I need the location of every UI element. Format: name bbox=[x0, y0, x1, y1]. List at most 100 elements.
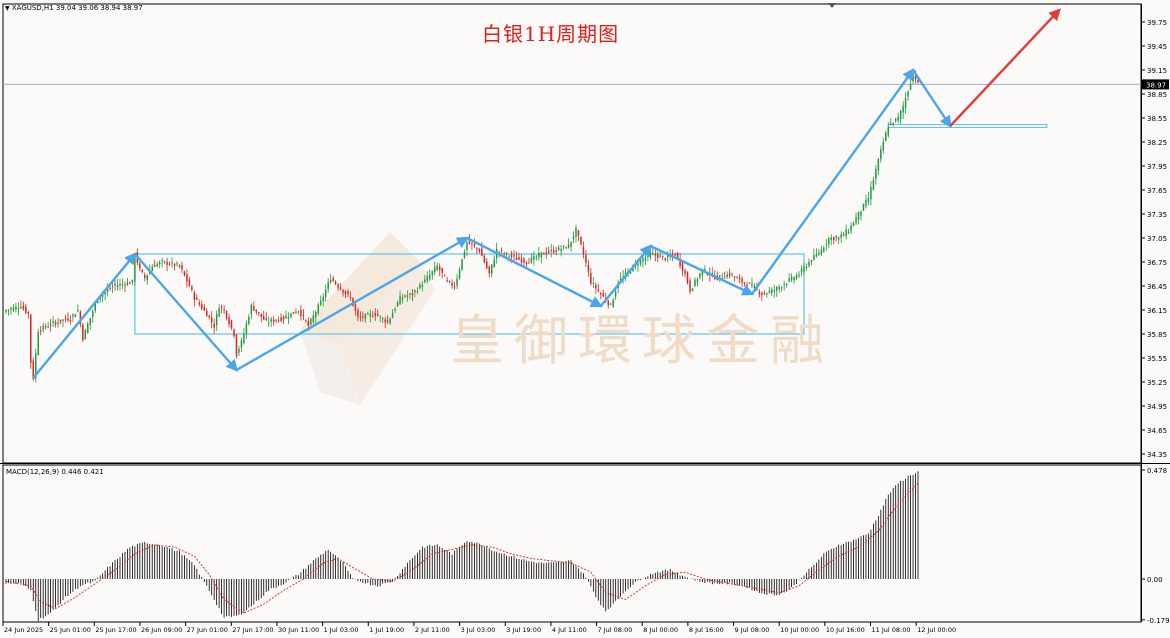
candle-body bbox=[614, 291, 617, 297]
time-tick-label: 12 Jul 00:00 bbox=[917, 626, 956, 634]
candle-body bbox=[96, 300, 99, 304]
candle-body bbox=[860, 211, 862, 216]
candle-body bbox=[518, 257, 520, 260]
candle-body bbox=[329, 280, 332, 283]
candle-body bbox=[783, 284, 785, 286]
candle-body bbox=[198, 302, 201, 305]
candle-body bbox=[248, 316, 250, 325]
candle-body bbox=[275, 319, 277, 321]
candle-body bbox=[805, 266, 808, 269]
candle-body bbox=[106, 289, 109, 293]
candle-body bbox=[600, 292, 602, 295]
time-tick-label: 30 Jun 11:00 bbox=[278, 626, 319, 634]
wave-segment-arrow bbox=[599, 244, 652, 307]
wave-segment-arrow bbox=[235, 236, 470, 372]
candle-body bbox=[862, 203, 865, 211]
candle-body bbox=[302, 314, 305, 316]
candle-body bbox=[872, 179, 875, 190]
candle-body bbox=[411, 293, 414, 296]
candle-body bbox=[374, 313, 377, 316]
candle-body bbox=[238, 348, 240, 353]
candle-body bbox=[684, 270, 686, 274]
candle-body bbox=[889, 123, 892, 125]
candle-body bbox=[111, 286, 114, 288]
candle-body bbox=[768, 290, 771, 293]
candle-body bbox=[676, 252, 679, 259]
candle-body bbox=[538, 252, 540, 257]
candle-body bbox=[344, 290, 347, 295]
candle-body bbox=[213, 323, 215, 328]
candle-body bbox=[694, 279, 696, 286]
candle-body bbox=[639, 259, 642, 264]
candle-body bbox=[545, 252, 548, 255]
candle-body bbox=[300, 309, 302, 317]
candle-body bbox=[396, 302, 399, 307]
price-tick-label: 36.45 bbox=[1147, 283, 1167, 291]
macd-pane-border bbox=[2, 464, 1142, 623]
candle-body bbox=[609, 303, 612, 305]
candle-body bbox=[369, 313, 372, 317]
candle-body bbox=[840, 234, 842, 238]
candle-body bbox=[332, 278, 334, 281]
candle-body bbox=[721, 277, 723, 279]
candle-body bbox=[761, 292, 763, 296]
time-tick-label: 10 Jul 00:00 bbox=[780, 626, 819, 634]
candle-body bbox=[664, 258, 666, 260]
candle-body bbox=[245, 323, 248, 334]
candle-body bbox=[619, 278, 622, 281]
candle-body bbox=[144, 274, 146, 279]
candle-body bbox=[661, 255, 664, 257]
candle-body bbox=[597, 289, 600, 291]
candle-body bbox=[215, 314, 218, 325]
candle-body bbox=[652, 253, 654, 255]
macd-indicator-label: MACD(12,26,9) 0.446 0.421 bbox=[6, 468, 104, 476]
candle-body bbox=[280, 317, 282, 321]
candle-body bbox=[7, 309, 10, 311]
candle-body bbox=[156, 263, 158, 266]
candle-body bbox=[87, 324, 89, 333]
candle-body bbox=[297, 311, 300, 313]
candle-body bbox=[287, 317, 290, 319]
candle-body bbox=[62, 319, 64, 321]
candle-body bbox=[163, 261, 166, 263]
candle-body bbox=[347, 291, 349, 294]
candle-body bbox=[15, 306, 17, 310]
candle-body bbox=[243, 333, 245, 343]
price-tick-label: 37.35 bbox=[1147, 211, 1167, 219]
time-tick-label: 7 Jul 08:00 bbox=[598, 626, 633, 634]
candle-body bbox=[766, 293, 768, 295]
candle-body bbox=[129, 282, 131, 284]
symbol-triangle-icon[interactable]: ▼ bbox=[5, 5, 10, 12]
candle-body bbox=[292, 312, 295, 314]
current-price-label: 38.97 bbox=[1146, 81, 1166, 89]
candle-body bbox=[319, 300, 322, 305]
candle-body bbox=[30, 314, 32, 363]
candle-body bbox=[77, 309, 79, 312]
candle-body bbox=[354, 304, 357, 311]
candle-body bbox=[359, 316, 362, 318]
candle-body bbox=[25, 306, 27, 313]
candle-body bbox=[389, 318, 391, 324]
candle-body bbox=[441, 268, 443, 273]
watermark-logo bbox=[300, 232, 435, 405]
candle-body bbox=[471, 242, 473, 245]
scroll-marker-icon[interactable] bbox=[828, 3, 836, 8]
candle-body bbox=[153, 265, 156, 267]
candle-body bbox=[421, 285, 424, 287]
candle-body bbox=[758, 291, 761, 295]
macd-axis: 0.478 0.00 -0.179 bbox=[1141, 467, 1170, 625]
candle-body bbox=[191, 286, 193, 291]
candle-body bbox=[899, 110, 902, 119]
candle-body bbox=[426, 276, 429, 281]
candle-body bbox=[401, 297, 404, 300]
candle-body bbox=[478, 248, 481, 252]
time-tick-label: 1 Jul 19:00 bbox=[369, 626, 404, 634]
candle-body bbox=[828, 237, 830, 244]
candle-body bbox=[193, 292, 196, 301]
candle-body bbox=[116, 285, 119, 288]
time-tick-label: 27 Jun 01:00 bbox=[187, 626, 228, 634]
candle-body bbox=[372, 316, 374, 318]
candle-body bbox=[342, 289, 344, 293]
price-tick-label: 36.75 bbox=[1147, 259, 1167, 267]
candle-body bbox=[290, 313, 292, 318]
